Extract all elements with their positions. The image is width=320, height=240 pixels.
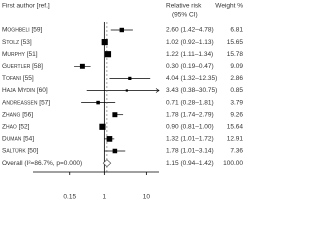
estimate-dot [81, 65, 84, 68]
study-name: Guertler [58] [2, 63, 43, 70]
estimate-label: 1.78 (1.01–3.14) [166, 148, 214, 155]
study-header: First author [ref.] [2, 3, 50, 10]
weight-label: 15.78 [227, 51, 244, 58]
estimate-dot [107, 53, 109, 55]
study-name: Tofani [55] [2, 75, 34, 82]
estimate-dot [129, 77, 131, 80]
overall-diamond [102, 159, 112, 168]
weight-label: 12.91 [227, 136, 244, 143]
study-name: Stolz [53] [2, 39, 32, 46]
x-tick-label: 1 [103, 194, 107, 201]
estimate-label: 1.02 (0.92–1.13) [166, 39, 214, 46]
estimate-dot [126, 89, 128, 92]
ci-arrow [155, 88, 160, 93]
study-name: Moghbeli [59] [2, 27, 42, 34]
study-name: Andreassen [57] [2, 99, 50, 106]
estimate-dot [103, 41, 106, 43]
study-name: Zhao [52] [2, 124, 30, 131]
weight-label: 6.81 [230, 27, 243, 34]
plot-area [74, 29, 159, 152]
study-name: Saltürk [50] [2, 148, 39, 155]
estimate-label: 1.78 (1.74–2.79) [166, 111, 214, 118]
study-name: Zhang [56] [2, 111, 33, 118]
estimate-label: 4.04 (1.32–12.35) [166, 75, 217, 82]
estimate-subheader: (95% CI) [172, 12, 198, 19]
estimate-dot [114, 150, 116, 152]
weight-label: 3.79 [230, 99, 243, 106]
estimate-label: 0.90 (0.81–1.00) [166, 124, 214, 131]
estimate-dot [120, 29, 123, 31]
estimate-label: 0.30 (0.19–0.47) [166, 63, 214, 70]
estimate-label: 1.32 (1.01–1.72) [166, 136, 214, 143]
overall-estimate-label: 1.15 (0.94–1.42) [166, 160, 214, 167]
weight-label: 15.65 [227, 39, 244, 46]
estimate-dot [114, 113, 116, 116]
weight-label: 15.64 [227, 124, 244, 131]
estimate-dot [97, 101, 99, 104]
estimate-label: 2.60 (1.42–4.78) [166, 27, 214, 34]
weight-label: 0.85 [230, 87, 243, 94]
estimate-label: 1.22 (1.11–1.34) [166, 51, 213, 58]
weight-label: 9.26 [230, 111, 243, 118]
x-tick-label: 10 [143, 194, 151, 201]
estimate-dot [108, 138, 111, 140]
weight-label: 2.86 [230, 75, 243, 82]
x-tick-label: 0.15 [63, 194, 76, 201]
estimate-dot [101, 126, 104, 128]
estimate-label: 3.43 (0.38–30.75) [166, 87, 217, 94]
weight-header: Weight % [215, 3, 243, 10]
forest-plot: First author [ref.] Relative risk (95% C… [2, 3, 244, 201]
weight-label: 9.09 [230, 63, 243, 70]
study-name: Murphy [51] [2, 51, 38, 58]
weight-label: 7.36 [230, 148, 243, 155]
estimate-label: 0.71 (0.28–1.81) [166, 99, 214, 106]
study-name: Haja Mydin [60] [2, 87, 48, 94]
estimate-header: Relative risk [166, 3, 202, 10]
overall-name: Overall (I²=86.7%, p=0.000) [2, 160, 82, 167]
overall-weight-label: 100.00 [223, 160, 243, 167]
study-name: Duman [54] [2, 136, 34, 143]
